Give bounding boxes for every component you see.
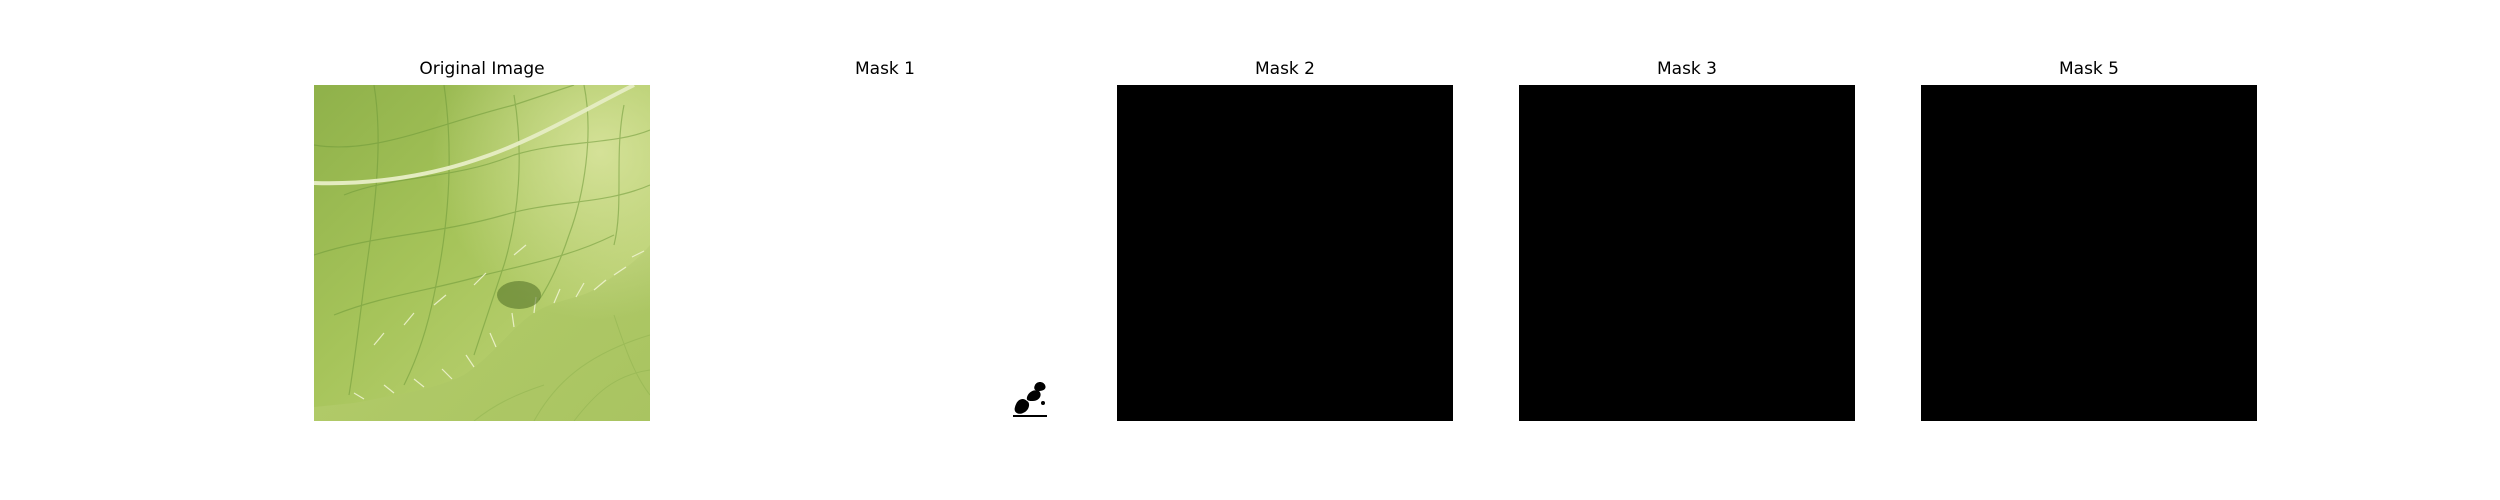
leaf-photo — [314, 85, 650, 421]
mask-1-image — [717, 85, 1053, 421]
panel-original-image: Original Image — [314, 0, 650, 500]
panel-mask-1: Mask 1 — [717, 0, 1053, 500]
panel-title: Original Image — [419, 59, 545, 79]
mask-2-image — [1117, 85, 1453, 421]
panel-title: Mask 2 — [1254, 59, 1315, 79]
panel-title: Mask 3 — [1656, 59, 1717, 79]
panel-mask-3: Mask 3 — [1519, 0, 1855, 500]
panel-title: Mask 5 — [2058, 59, 2119, 79]
panel-mask-2: Mask 2 — [1117, 0, 1453, 500]
mask-3-image — [1519, 85, 1855, 421]
mask-5-image — [1921, 85, 2257, 421]
panel-title: Mask 1 — [854, 59, 915, 79]
panel-mask-5: Mask 5 — [1921, 0, 2257, 500]
